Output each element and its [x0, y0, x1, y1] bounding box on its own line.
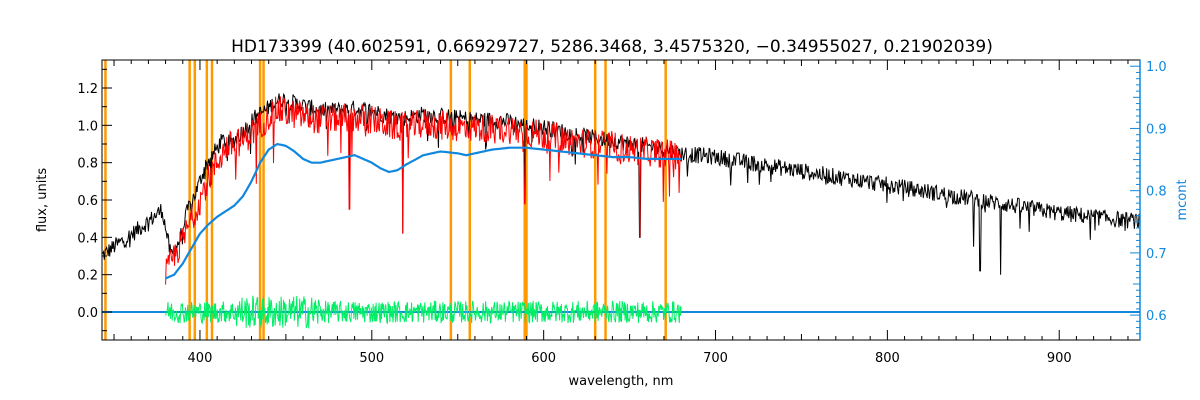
y-tick-label: 1.0 — [77, 119, 98, 134]
x-tick-label: 400 — [188, 351, 213, 366]
y-right-tick-label: 0.8 — [1146, 185, 1167, 200]
marker-lines — [104, 60, 667, 340]
y-right-tick-label: 0.6 — [1146, 309, 1167, 324]
x-tick-label: 900 — [1047, 351, 1072, 366]
y-tick-label: 0.6 — [77, 194, 98, 209]
x-axis: 400 500 600 700 800 900 — [113, 60, 1129, 366]
x-tick-label: 700 — [703, 351, 728, 366]
series-residuals — [165, 295, 682, 329]
series-model — [165, 96, 682, 285]
series-layer — [101, 92, 1141, 329]
y-tick-label: 0.2 — [77, 269, 98, 284]
x-tick-label: 600 — [531, 351, 556, 366]
y-right-tick-label: 0.7 — [1146, 247, 1167, 262]
y-axis-title: flux, units — [35, 168, 50, 233]
x-axis-title: wavelength, nm — [569, 374, 674, 389]
series-continuum — [165, 142, 682, 280]
y-tick-label: 0.8 — [77, 157, 98, 172]
y-right-tick-label: 0.9 — [1146, 122, 1167, 137]
y-axis-right-title: mcont — [1175, 179, 1190, 220]
y-axis-right: 0.6 0.7 0.8 0.9 1.0 — [1130, 60, 1167, 340]
chart-title: HD173399 (40.602591, 0.66929727, 5286.34… — [231, 37, 993, 57]
y-tick-label: 1.2 — [77, 82, 98, 97]
x-tick-label: 800 — [875, 351, 900, 366]
y-tick-label: 0.4 — [77, 231, 98, 246]
x-tick-label: 500 — [359, 351, 384, 366]
y-right-tick-label: 1.0 — [1146, 60, 1167, 75]
y-axis: 0.0 0.2 0.4 0.6 0.8 1.0 1.2 — [77, 68, 112, 332]
y-tick-label: 0.0 — [77, 306, 98, 321]
